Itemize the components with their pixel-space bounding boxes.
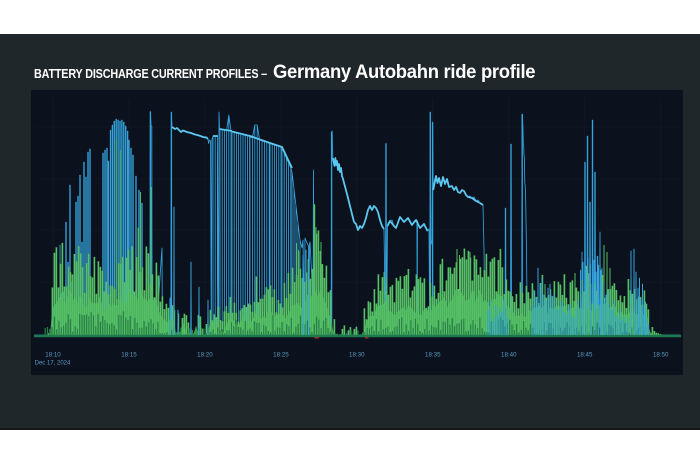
svg-text:18:30: 18:30: [349, 352, 365, 359]
svg-text:18:15: 18:15: [121, 352, 137, 359]
svg-text:18:45: 18:45: [577, 352, 593, 359]
svg-text:Dec 17, 2024: Dec 17, 2024: [35, 361, 71, 367]
svg-text:18:10: 18:10: [45, 352, 61, 359]
svg-text:18:40: 18:40: [501, 352, 517, 359]
svg-text:18:25: 18:25: [273, 352, 289, 359]
svg-text:18:35: 18:35: [425, 352, 441, 359]
svg-text:18:50: 18:50: [653, 352, 669, 359]
svg-text:18:20: 18:20: [197, 352, 213, 359]
